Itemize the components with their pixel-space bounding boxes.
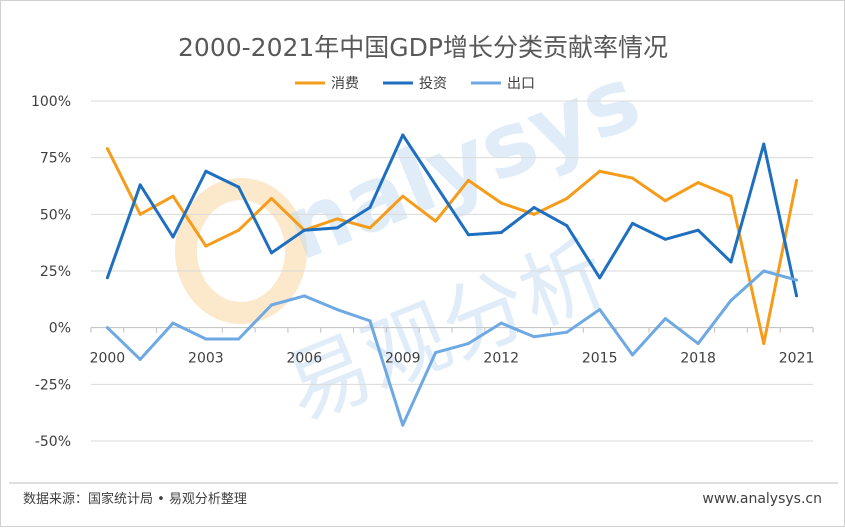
y-tick-label: 25% xyxy=(40,264,71,280)
data-point xyxy=(270,251,273,255)
data-point xyxy=(696,342,700,346)
data-point xyxy=(598,276,602,280)
data-point xyxy=(171,194,175,198)
data-point xyxy=(171,321,175,325)
data-point xyxy=(434,351,438,355)
data-point xyxy=(335,217,339,221)
data-point xyxy=(565,196,569,200)
gridlines xyxy=(91,100,813,442)
data-point xyxy=(138,212,142,216)
data-point xyxy=(105,326,109,330)
data-point xyxy=(466,233,470,237)
legend: 消费 投资 出口 xyxy=(295,76,535,92)
data-point xyxy=(532,335,536,339)
x-tick-label: 2003 xyxy=(188,351,224,367)
data-point xyxy=(401,194,405,198)
data-point xyxy=(401,133,405,137)
y-tick-label: 0% xyxy=(49,321,71,337)
data-point xyxy=(401,423,405,427)
footer-source: 数据来源：国家统计局 • 易观分析整理 xyxy=(23,491,247,507)
data-point xyxy=(762,142,766,146)
data-point xyxy=(335,308,339,312)
y-tick-label: 50% xyxy=(40,207,71,223)
data-point xyxy=(631,176,634,180)
data-point xyxy=(434,219,438,223)
series-line-1 xyxy=(105,133,799,297)
data-point xyxy=(237,337,241,341)
data-point xyxy=(762,342,766,346)
watermark-latin: nalysys xyxy=(270,46,653,281)
data-point xyxy=(631,221,634,225)
data-point xyxy=(302,294,306,298)
data-point xyxy=(795,278,799,282)
data-point xyxy=(565,330,569,334)
data-point xyxy=(499,230,503,234)
data-point xyxy=(204,169,208,173)
data-point xyxy=(105,276,109,280)
legend-label: 出口 xyxy=(507,76,535,92)
data-point xyxy=(532,212,536,216)
data-point xyxy=(204,244,208,248)
x-tick-label: 2012 xyxy=(483,351,519,367)
data-point xyxy=(729,298,733,302)
legend-label: 投资 xyxy=(419,76,447,92)
data-point xyxy=(499,321,503,325)
y-axis-ticks: 100% 75% 50% 25% 0% -25% -50% xyxy=(31,94,71,450)
data-point xyxy=(138,183,142,187)
data-point xyxy=(138,357,142,361)
data-point xyxy=(335,226,339,230)
series-line-2 xyxy=(106,269,797,427)
data-point xyxy=(270,196,273,200)
data-point xyxy=(762,269,766,273)
data-point xyxy=(631,353,634,357)
x-tick-label: 2006 xyxy=(286,351,322,367)
data-point xyxy=(237,185,241,189)
data-point xyxy=(795,178,799,182)
x-tick-label: 2021 xyxy=(779,351,815,367)
data-point xyxy=(368,206,372,210)
data-point xyxy=(663,199,667,203)
series-line-0 xyxy=(106,147,799,346)
data-point xyxy=(795,294,799,298)
y-tick-label: 100% xyxy=(31,94,71,110)
data-point xyxy=(499,201,503,205)
data-point xyxy=(598,169,602,173)
data-point xyxy=(565,224,569,228)
data-point xyxy=(696,228,700,232)
data-point xyxy=(466,178,470,182)
x-tick-label: 2018 xyxy=(680,351,716,367)
data-point xyxy=(663,237,667,241)
y-tick-label: -50% xyxy=(35,434,71,450)
x-tick-label: 2015 xyxy=(582,351,618,367)
series-lines xyxy=(105,133,799,427)
data-point xyxy=(270,303,273,307)
data-point xyxy=(171,235,175,239)
x-axis-ticks: 2000 2003 2006 2009 2012 2015 2018 2021 xyxy=(90,327,815,367)
data-point xyxy=(434,183,438,187)
data-point xyxy=(368,319,372,323)
x-tick-label: 2000 xyxy=(90,351,126,367)
data-point xyxy=(368,226,372,230)
data-point xyxy=(729,194,733,198)
legend-label: 消费 xyxy=(331,76,359,92)
footer-url: www.analysys.cn xyxy=(702,491,822,507)
chart-title: 2000-2021年中国GDP增长分类贡献率情况 xyxy=(178,33,668,62)
data-point xyxy=(105,147,109,151)
data-point xyxy=(466,342,470,346)
data-point xyxy=(729,260,733,264)
y-tick-label: 75% xyxy=(40,151,71,167)
data-point xyxy=(663,317,667,321)
data-point xyxy=(532,206,536,210)
data-point xyxy=(204,337,208,341)
data-point xyxy=(237,228,241,232)
x-tick-label: 2009 xyxy=(385,351,421,367)
y-tick-label: -25% xyxy=(35,377,71,393)
watermark: nalysys 易观分析 xyxy=(175,46,653,440)
data-point xyxy=(598,308,602,312)
data-point xyxy=(696,181,700,185)
data-point xyxy=(302,228,306,232)
